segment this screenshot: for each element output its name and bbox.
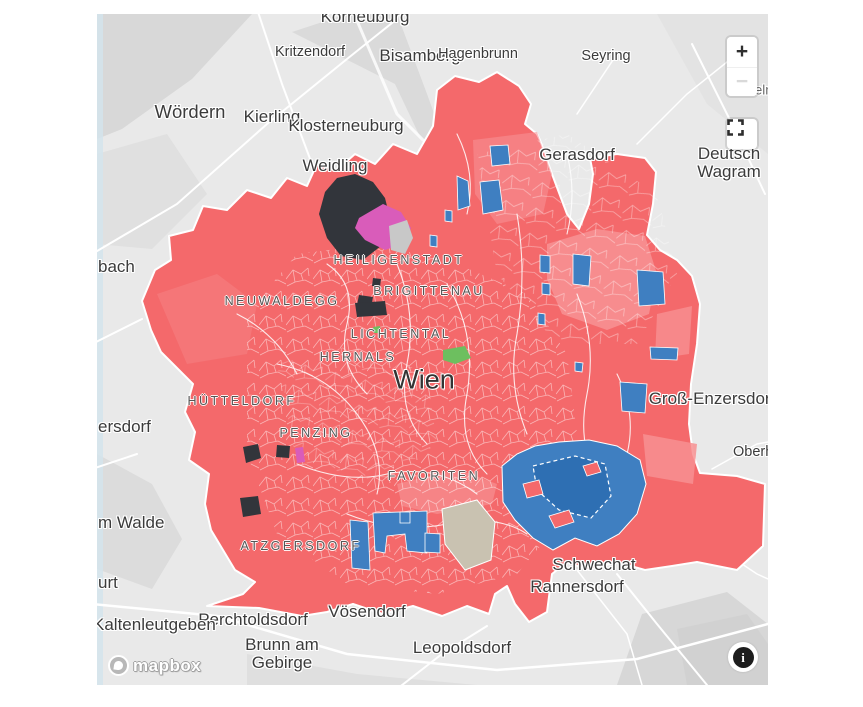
fullscreen-icon: [727, 119, 744, 136]
mapbox-logo[interactable]: mapbox: [108, 655, 201, 676]
map-canvas[interactable]: Heln Korneuburg Wördern Kritzendorf Bisa…: [97, 14, 768, 685]
zoom-out-button[interactable]: −: [727, 67, 757, 96]
fullscreen-button[interactable]: [727, 119, 757, 149]
choropleth-svg: [97, 14, 768, 685]
mapbox-logo-text: mapbox: [133, 655, 202, 675]
zoom-controls: + −: [727, 37, 757, 96]
attribution-info-button[interactable]: i: [728, 642, 758, 672]
zoom-in-button[interactable]: +: [727, 37, 757, 67]
info-icon: i: [732, 646, 754, 668]
mapbox-logo-icon: [108, 655, 129, 676]
